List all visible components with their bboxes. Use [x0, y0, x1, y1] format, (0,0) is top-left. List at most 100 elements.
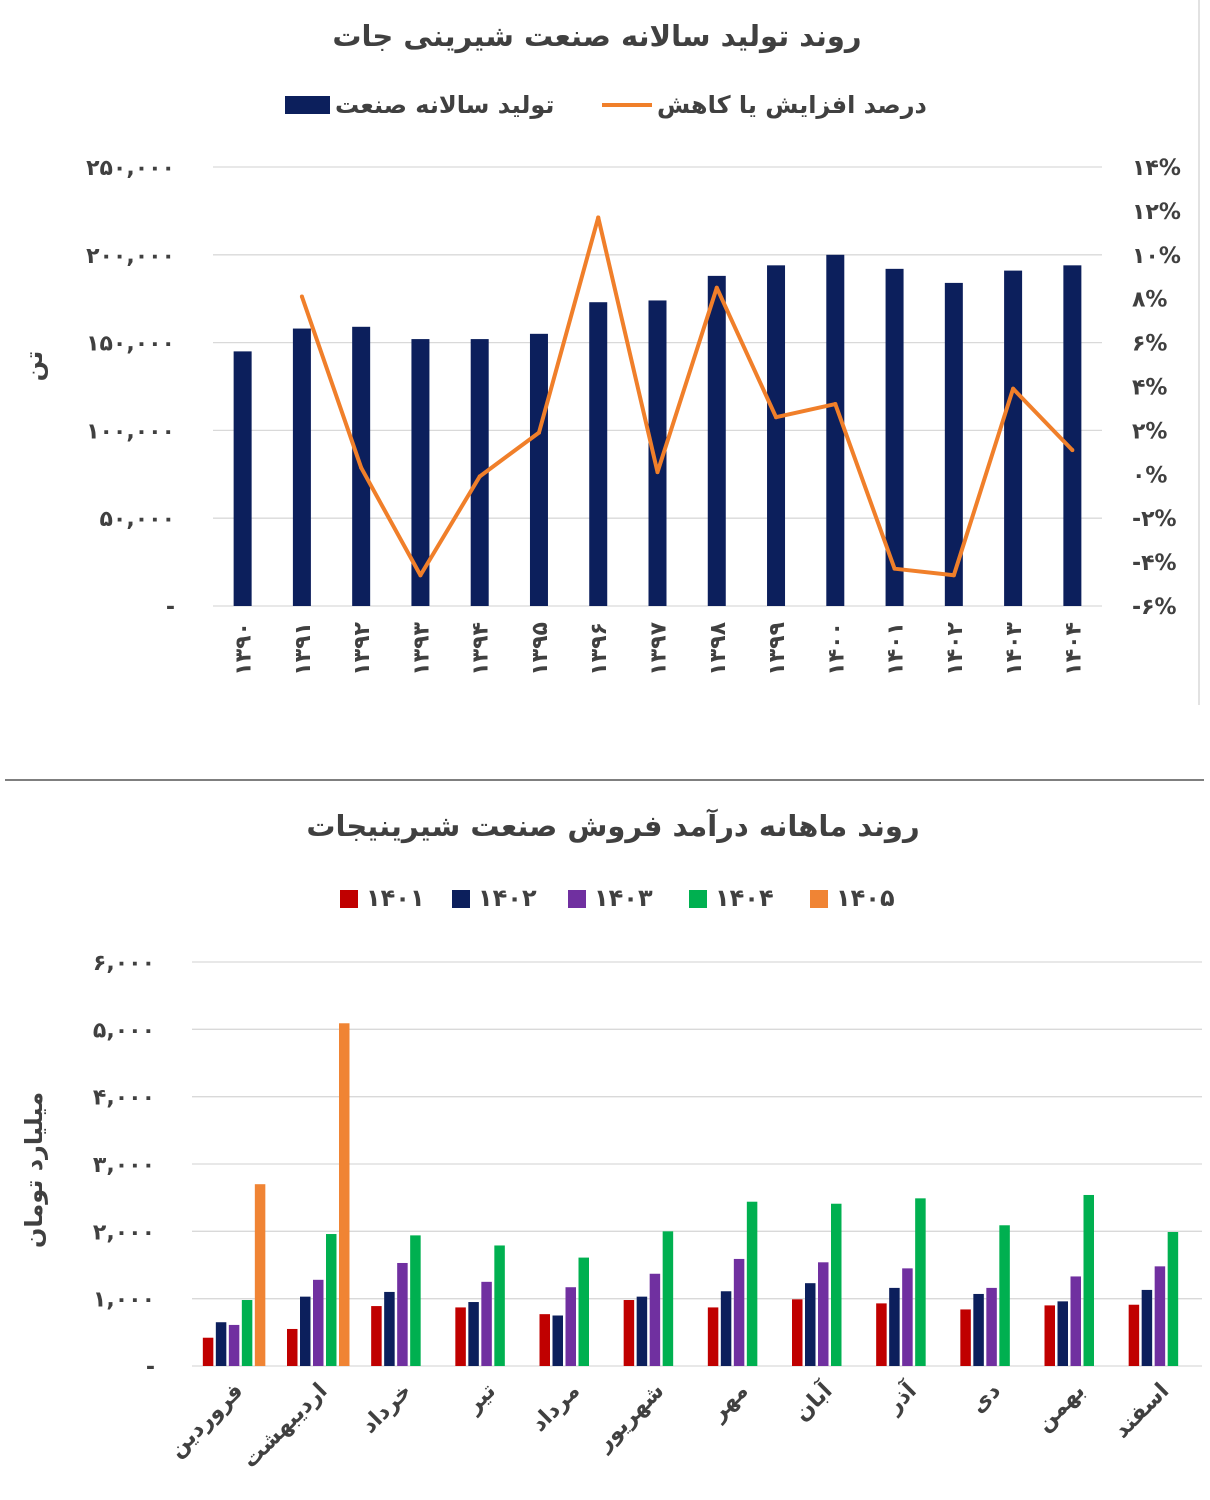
percent-change-point [299, 294, 304, 299]
revenue-bar [455, 1307, 466, 1366]
y-tick-label: ۲۰۰,۰۰۰ [86, 244, 175, 269]
revenue-bar [831, 1203, 842, 1366]
revenue-bar [733, 1258, 745, 1366]
revenue-bar [241, 1300, 253, 1366]
y-tick-label: ۶,۰۰۰ [93, 951, 155, 976]
y-tick-label: ۱۰۰,۰۰۰ [86, 419, 175, 444]
chart1-bars [233, 254, 1082, 607]
percent-change-point [833, 402, 838, 407]
revenue-bar [494, 1245, 505, 1366]
revenue-bar [915, 1198, 926, 1366]
production-bar [233, 351, 252, 606]
production-bar [292, 328, 311, 606]
legend-label: ۱۴۰۴ [715, 884, 774, 912]
y2-tick-label: ۶% [1132, 332, 1167, 357]
chart2-title: روند ماهانه درآمد فروش صنعت شیرینیجات [306, 808, 919, 843]
x-tick-label: ۱۳۹۱ [291, 622, 316, 676]
revenue-bar [384, 1291, 395, 1366]
production-bar [529, 333, 548, 606]
x-tick-label: ۱۴۰۲ [943, 621, 968, 675]
chart1-title: روند تولید سالانه صنعت شیرینی جات [332, 19, 861, 53]
chart1-y2-ticks: -۶% -۴% -۲% ۰% ۲% ۴% ۶% ۸% ۱۰% ۱۲% ۱۴% [1132, 156, 1181, 620]
production-bar [411, 339, 430, 606]
legend-label: ۱۴۰۵ [836, 884, 895, 912]
x-tick-label: شهریور [591, 1379, 669, 1457]
x-tick-label: آذر [879, 1376, 922, 1419]
revenue-bar [986, 1287, 997, 1366]
revenue-bar [539, 1314, 550, 1366]
revenue-bar [300, 1296, 311, 1366]
y-tick-label: ۳,۰۰۰ [93, 1153, 155, 1178]
chart1-legend: درصد افزایش یا کاهش تولید سالانه صنعت [285, 91, 927, 119]
x-tick-label: ۱۳۹۹ [765, 622, 790, 676]
revenue-bar [889, 1287, 900, 1366]
revenue-bar [818, 1262, 829, 1366]
y-tick-label: ۵۰,۰۰۰ [100, 507, 176, 532]
y2-tick-label: ۸% [1132, 288, 1167, 313]
revenue-bar [876, 1303, 887, 1366]
y-tick-label: ۱,۰۰۰ [93, 1288, 155, 1313]
x-tick-label: مرداد [527, 1379, 585, 1437]
revenue-bar [1154, 1266, 1166, 1366]
percent-change-point [1011, 386, 1016, 391]
revenue-bar [1128, 1304, 1140, 1366]
legend-swatch [452, 890, 470, 908]
revenue-bar [1167, 1232, 1179, 1366]
x-tick-label: مهر [705, 1379, 753, 1427]
legend-label: ۱۴۰۳ [594, 884, 653, 912]
y-tick-label: ۲,۰۰۰ [93, 1220, 155, 1245]
production-bar [1063, 265, 1082, 606]
revenue-bar [746, 1201, 758, 1366]
chart1-line [299, 215, 1075, 578]
y2-tick-label: -۲% [1132, 507, 1177, 532]
y2-tick-label: -۶% [1132, 595, 1177, 620]
legend-swatch [568, 890, 586, 908]
production-bar [589, 302, 608, 606]
chart1-x-ticks: ۱۳۹۰ ۱۳۹۱ ۱۳۹۲ ۱۳۹۳ ۱۳۹۴ ۱۳۹۵ ۱۳۹۶ ۱۳۹۷ ۱۳۹۸ ۱۳۹۹… [232, 621, 1087, 675]
revenue-bar [636, 1296, 648, 1366]
revenue-bar [565, 1287, 576, 1366]
x-tick-label: اسفند [1109, 1379, 1174, 1444]
legend-production-label: تولید سالانه صنعت [335, 91, 554, 119]
revenue-bar [1070, 1276, 1081, 1366]
production-bar [826, 254, 845, 607]
production-bar [648, 300, 667, 606]
revenue-bar [902, 1268, 913, 1366]
y-tick-label: ۲۵۰,۰۰۰ [86, 156, 175, 181]
revenue-bar [662, 1231, 674, 1366]
revenue-bar [720, 1291, 732, 1366]
x-tick-label: دی [966, 1379, 1006, 1419]
percent-change-point [774, 415, 779, 420]
y-tick-label: ۵,۰۰۰ [93, 1018, 155, 1043]
x-tick-label: فروردین [164, 1379, 248, 1463]
chart1-y-axis-title: تن [20, 351, 48, 382]
revenue-bar [805, 1283, 816, 1366]
x-tick-label: ۱۳۹۶ [587, 622, 612, 676]
monthly-revenue-chart: روند ماهانه درآمد فروش صنعت شیرینیجات ۱۴… [20, 808, 1202, 1473]
x-tick-label: ۱۳۹۵ [528, 622, 553, 676]
revenue-bar [481, 1281, 492, 1366]
legend-label: ۱۴۰۱ [366, 884, 425, 912]
legend-swatch [689, 890, 707, 908]
x-tick-label: ۱۳۹۴ [469, 622, 494, 676]
production-bar [767, 265, 786, 606]
percent-change-point [477, 474, 482, 479]
percent-change-point [892, 566, 897, 571]
x-tick-label: آبان [787, 1376, 837, 1426]
revenue-bar [339, 1023, 350, 1366]
y2-tick-label: ۱۲% [1132, 200, 1181, 225]
x-tick-label: بهمن [1032, 1379, 1090, 1437]
y2-tick-label: ۲% [1132, 419, 1167, 444]
percent-change-point [714, 285, 719, 290]
percent-change-point [951, 573, 956, 578]
revenue-bar [228, 1324, 240, 1366]
revenue-bar [1083, 1194, 1094, 1366]
production-bar [1004, 270, 1023, 606]
chart2-y-ticks: - ۱,۰۰۰ ۲,۰۰۰ ۳,۰۰۰ ۴,۰۰۰ ۵,۰۰۰ ۶,۰۰۰ [93, 951, 155, 1380]
x-tick-label: ۱۴۰۰ [824, 622, 849, 676]
y2-tick-label: ۰% [1132, 463, 1167, 488]
revenue-bar [552, 1315, 563, 1366]
chart2-legend: ۱۴۰۱ ۱۴۰۲ ۱۴۰۳ ۱۴۰۴ ۱۴۰۵ [340, 884, 895, 912]
y-tick-label: ۱۵۰,۰۰۰ [86, 332, 175, 357]
